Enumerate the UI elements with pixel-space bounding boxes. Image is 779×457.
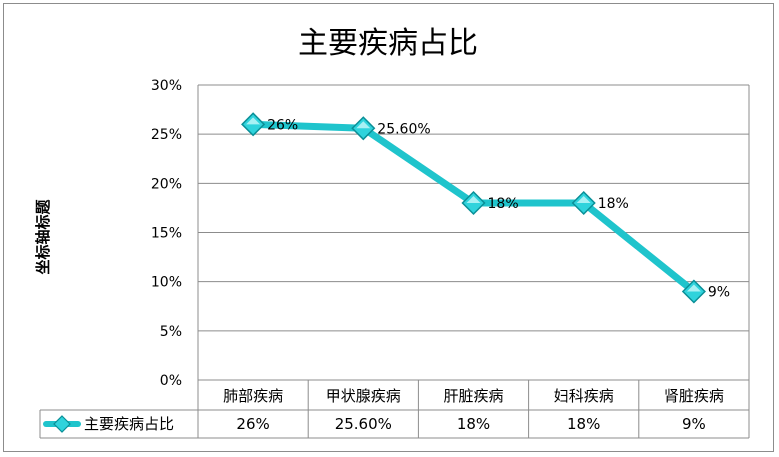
x-category-label: 肾脏疾病 (664, 387, 724, 405)
table-value-cell: 18% (567, 415, 600, 433)
data-point-marker (351, 116, 376, 141)
marker-highlight (686, 284, 701, 292)
y-axis-ticks: 0% 5% 10% 15% 20% 25% 30% (151, 78, 182, 389)
y-tick-label: 30% (151, 78, 182, 94)
marker-highlight (356, 121, 371, 129)
data-point-marker (571, 190, 596, 216)
chart-title: 主要疾病占比 (298, 26, 478, 61)
y-axis-title: 坐标轴标题 (34, 199, 52, 275)
x-category-label: 甲状腺疾病 (326, 387, 401, 405)
data-label: 9% (708, 285, 730, 301)
table-value-cell: 26% (236, 415, 269, 433)
data-label: 18% (598, 196, 629, 212)
table-value-cell: 25.60% (335, 415, 392, 433)
data-point-marker (681, 279, 706, 304)
data-label: 25.60% (377, 121, 430, 137)
marker-highlight (246, 117, 261, 125)
chart-frame (3, 3, 774, 452)
data-point-marker (241, 112, 266, 137)
table-value-cell: 18% (457, 415, 490, 433)
x-category-label: 肝脏疾病 (443, 387, 503, 405)
x-category-label: 妇科疾病 (554, 387, 614, 405)
y-tick-label: 20% (151, 176, 182, 192)
marker-highlight (466, 196, 481, 203)
y-tick-label: 10% (151, 275, 182, 291)
marker-highlight (576, 196, 591, 203)
y-tick-label: 5% (160, 324, 182, 340)
y-tick-label: 15% (151, 226, 182, 242)
y-tick-label: 25% (151, 127, 182, 143)
data-label: 26% (267, 117, 298, 133)
legend-marker (53, 415, 71, 433)
plot-area: 26% 25.60% 18% 18% 9% (241, 112, 730, 304)
gridlines (197, 84, 750, 381)
y-tick-label: 0% (160, 373, 182, 389)
data-point-marker (461, 190, 486, 216)
x-category-label: 肺部疾病 (223, 387, 283, 405)
legend-label: 主要疾病占比 (84, 415, 174, 433)
table-value-cell: 9% (682, 415, 706, 433)
data-label: 18% (488, 196, 519, 212)
